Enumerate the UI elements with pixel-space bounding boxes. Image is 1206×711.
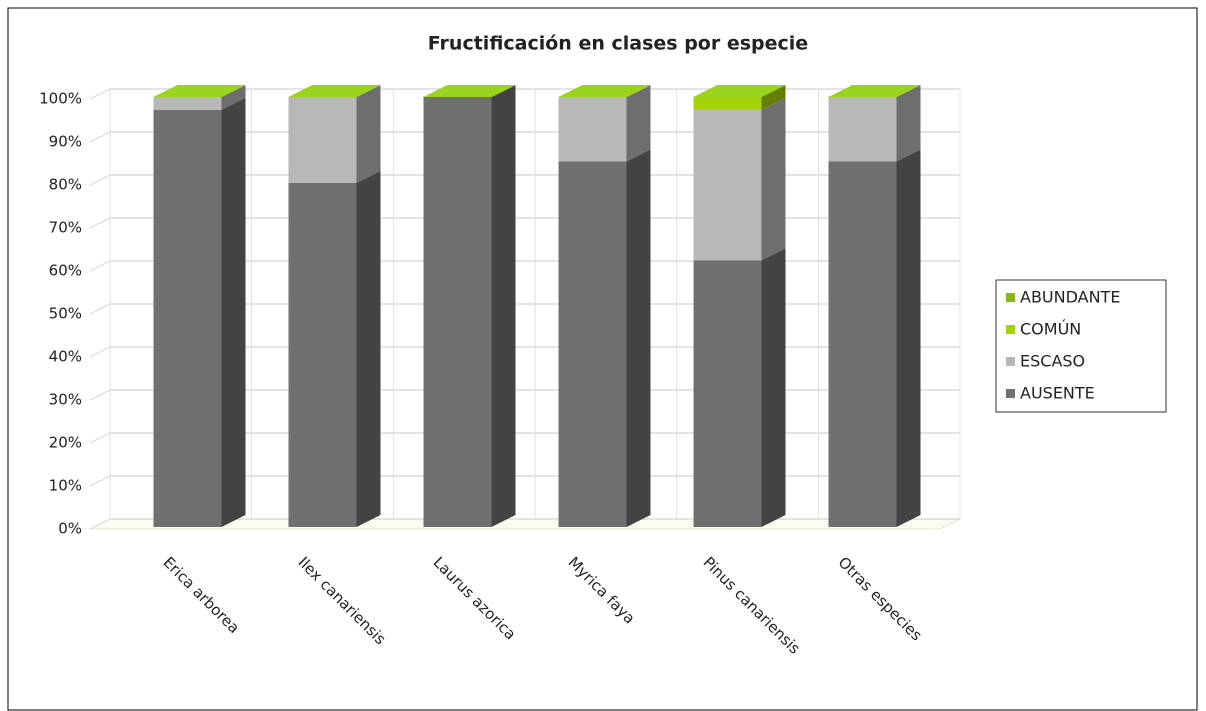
y-tick-label: 70% (49, 219, 82, 237)
bar-side (761, 85, 786, 110)
bar-segment (693, 109, 762, 261)
bar-top (693, 85, 786, 97)
bar-segment (558, 161, 627, 527)
legend-swatch (1006, 293, 1015, 302)
y-tick-label: 60% (49, 262, 82, 280)
bar-side (356, 171, 381, 527)
wall-grid-line (89, 174, 111, 186)
bar-top (828, 85, 921, 97)
bar-side (626, 85, 651, 162)
y-tick-label: 40% (49, 348, 82, 366)
bar-side (491, 85, 516, 527)
wall-grid-line (89, 389, 111, 401)
bar-segment (423, 97, 492, 527)
bar-top (288, 85, 381, 97)
bar-side (221, 85, 246, 110)
y-tick-label: 90% (49, 133, 82, 151)
legend-swatch (1006, 325, 1015, 334)
wall-grid-line (89, 260, 111, 272)
bar-segment (828, 97, 897, 162)
wall-grid-line (89, 346, 111, 358)
y-tick-label: 80% (49, 176, 82, 194)
y-tick-label: 50% (49, 305, 82, 323)
bar-top (153, 85, 246, 97)
bar-segment (693, 260, 762, 527)
wall-grid-line (89, 131, 111, 143)
bar-side (626, 149, 651, 527)
wall-grid-line (89, 88, 111, 100)
legend-swatch (1006, 389, 1015, 398)
y-tick-label: 30% (49, 391, 82, 409)
y-tick-label: 100% (39, 90, 82, 108)
bar-segment (693, 97, 762, 110)
bar-segment (828, 161, 897, 527)
bar-top (423, 85, 516, 97)
wall-grid-line (89, 475, 111, 487)
bar-side (761, 97, 786, 261)
legend-label: ESCASO (1020, 352, 1085, 371)
legend-label: ABUNDANTE (1020, 288, 1120, 307)
chart-title: Fructificación en clases por especie (428, 33, 808, 55)
bar-side (761, 248, 786, 527)
bar-segment (153, 109, 222, 528)
bar-side (896, 85, 921, 162)
bar-side (356, 85, 381, 183)
bar-side (221, 97, 246, 528)
legend-label: AUSENTE (1020, 384, 1095, 403)
bar-segment (153, 97, 222, 110)
wall-grid-line (89, 432, 111, 444)
y-tick-label: 20% (49, 434, 82, 452)
legend-swatch (1006, 357, 1015, 366)
bar-side (896, 149, 921, 527)
legend-box (995, 279, 1167, 413)
legend-label: COMÚN (1020, 320, 1081, 339)
y-tick-label: 10% (49, 477, 82, 495)
bar-top (558, 85, 651, 97)
bar-segment (558, 97, 627, 162)
bar-segment (288, 97, 357, 183)
wall-grid-line (89, 217, 111, 229)
wall-grid-line (89, 518, 111, 530)
y-tick-label: 0% (58, 520, 82, 538)
wall-grid-line (89, 303, 111, 315)
bar-segment (288, 183, 357, 527)
